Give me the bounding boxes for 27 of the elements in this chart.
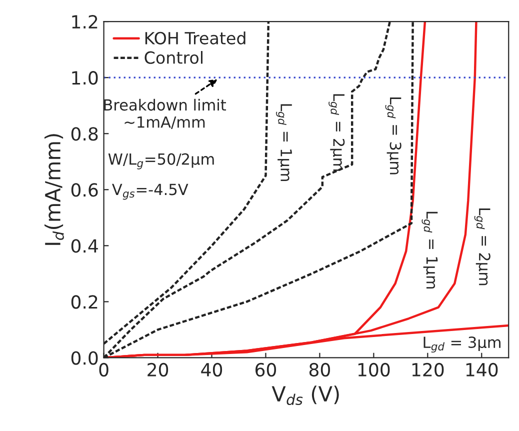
annotation: L$_{gd}$ = 1μm <box>276 104 292 181</box>
annotation: L$_{gd}$ = 3μm <box>385 98 402 174</box>
y-axis-title: I$_{d}$(mA/mm) <box>44 134 64 245</box>
y-tick-label: 1.2 <box>72 15 98 28</box>
x-tick-label: 120 <box>412 362 444 377</box>
annotation: L$_{gd}$ = 2μm <box>328 94 345 171</box>
legend-label: Control <box>144 51 202 64</box>
x-tick-label: 80 <box>309 362 330 377</box>
x-tick-label: 20 <box>148 362 168 377</box>
annotation: L$_{gd}$ = 1μm <box>422 212 438 289</box>
annotation: V$_{gs}$=-4.5V <box>112 184 188 200</box>
y-tick-label: 0.8 <box>71 127 98 141</box>
x-tick-label: 100 <box>358 362 390 377</box>
legend-label: KOH Treated <box>145 32 246 44</box>
x-tick-label: 60 <box>256 362 276 377</box>
y-tick-label: 0.6 <box>71 183 98 197</box>
x-tick-label: 140 <box>466 362 498 377</box>
annotation: W/L$_{g}$=50/2μm <box>108 153 214 170</box>
x-tick-label: 40 <box>201 362 222 377</box>
y-tick-label: 0.0 <box>71 351 98 365</box>
annotation: L$_{gd}$ = 2μm <box>474 208 490 286</box>
y-tick-label: 0.4 <box>71 239 98 253</box>
y-tick-label: 0.2 <box>71 295 98 309</box>
y-tick-label: 1.0 <box>72 71 98 85</box>
annotation: L$_{gd}$ = 3μm <box>424 336 500 353</box>
x-tick-label: 0 <box>99 362 108 377</box>
x-axis-title: V$_{ds}$ (V) <box>272 386 339 406</box>
